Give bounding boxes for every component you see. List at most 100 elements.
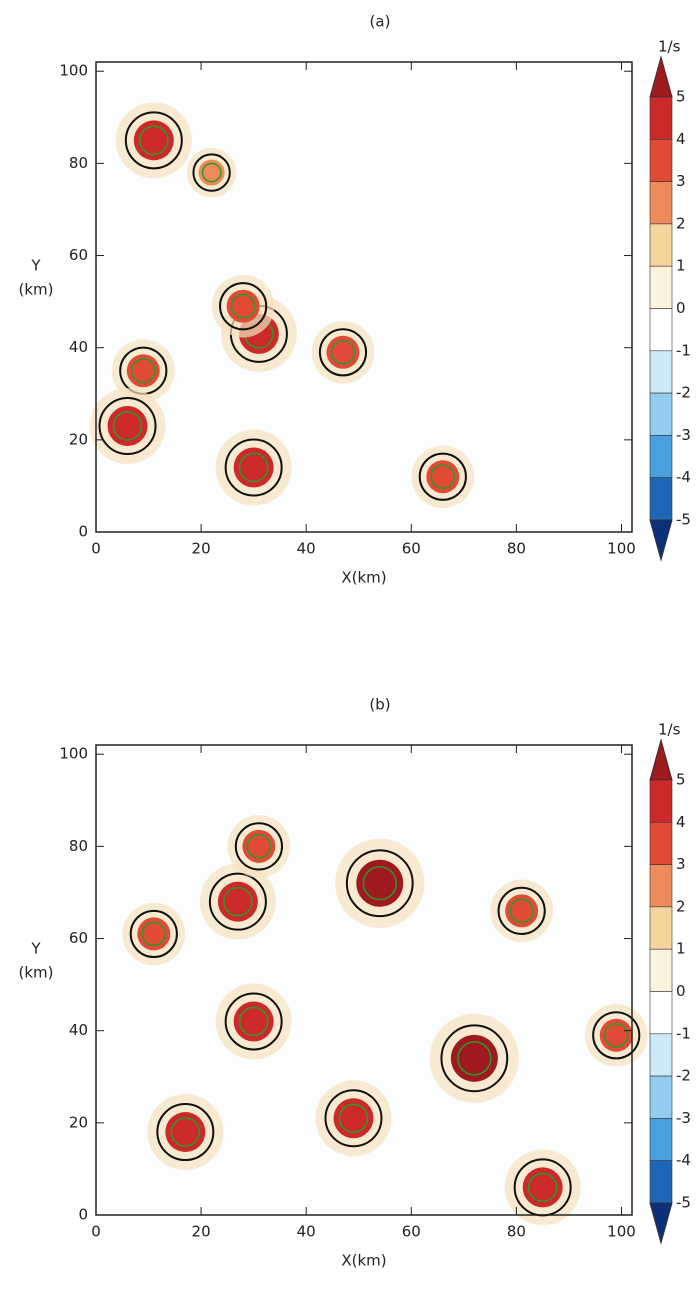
y-axis-label: Y	[30, 257, 41, 275]
core-inner-contour	[509, 898, 534, 924]
y-tick-label: 40	[69, 1021, 88, 1039]
colorbar-label: 1	[676, 257, 686, 275]
core-inner-contour	[223, 886, 253, 917]
colorbar-box	[649, 948, 673, 992]
core-contour	[98, 397, 157, 456]
y-axis-label: (km)	[18, 281, 53, 299]
core-inner-contour	[362, 866, 397, 901]
colorbar-label: -4	[676, 1151, 691, 1169]
x-tick-label: 80	[507, 1223, 526, 1241]
core-inner-contour	[130, 358, 156, 384]
y-tick-label: 80	[69, 837, 88, 855]
colorbar-box	[649, 350, 673, 394]
panel-title: (a)	[370, 13, 391, 31]
core-inner-contour	[141, 921, 167, 947]
vortex-core	[311, 320, 375, 384]
core-contour	[156, 1103, 215, 1162]
plot-frame	[95, 744, 633, 1216]
core-contour	[224, 438, 283, 497]
vortex-core	[504, 1149, 581, 1226]
colorbar-label: -2	[676, 1067, 691, 1085]
colorbar-box	[649, 1033, 673, 1077]
core-inner-contour	[246, 834, 272, 859]
vortex-core	[429, 1013, 520, 1103]
core-inner-contour	[430, 464, 456, 490]
colorbar-label: 3	[676, 172, 686, 190]
colorbar-label: 2	[676, 214, 686, 232]
vortex-core	[215, 429, 292, 506]
vortex-core	[89, 388, 166, 465]
y-tick-label: 20	[69, 430, 88, 448]
y-tick-label: 0	[78, 523, 88, 541]
colorbar-label: 3	[676, 855, 686, 873]
vortex-core	[411, 445, 475, 509]
x-tick-label: 0	[91, 540, 101, 558]
core-contour	[318, 328, 368, 377]
x-tick-label: 40	[297, 540, 316, 558]
core-contour	[234, 822, 284, 871]
core-inner-contour	[338, 1103, 369, 1133]
colorbar-end	[649, 1202, 673, 1245]
core-contour	[224, 992, 283, 1051]
vortex-core	[490, 879, 553, 943]
colorbar-box	[649, 991, 673, 1035]
y-tick-label: 100	[59, 62, 88, 80]
vortex-core	[315, 1080, 392, 1157]
x-tick-label: 60	[402, 540, 421, 558]
colorbar-label: 4	[676, 813, 686, 831]
core-inner-contour	[230, 293, 256, 319]
core-contour	[345, 849, 414, 918]
colorbar-box	[649, 139, 673, 182]
core-contour	[497, 886, 546, 935]
vortex-core	[335, 838, 425, 928]
vortex-core	[211, 274, 275, 338]
vortex-core	[122, 902, 186, 966]
vortex-core	[199, 863, 276, 940]
vortex-core	[227, 815, 291, 878]
colorbar-label: -5	[676, 1194, 691, 1212]
x-axis-label: X(km)	[341, 569, 386, 587]
colorbar-box	[649, 96, 673, 140]
colorbar-label: 0	[676, 982, 686, 1000]
core-inner-contour	[238, 452, 269, 483]
colorbar-label: -1	[676, 341, 691, 359]
colorbar-box	[649, 435, 673, 478]
plot-frame	[95, 61, 633, 533]
y-tick-label: 80	[69, 154, 88, 172]
colorbar-box	[649, 1160, 673, 1204]
core-inner-contour	[112, 411, 143, 441]
colorbar-label: 5	[676, 771, 686, 789]
colorbar-label: 5	[676, 88, 686, 106]
colorbar-label: -5	[676, 511, 691, 529]
colorbar-label: -3	[676, 426, 691, 444]
core-contour	[192, 153, 231, 192]
colorbar-unit: 1/s	[658, 38, 681, 56]
colorbar-end	[649, 738, 673, 781]
colorbar-box	[649, 821, 673, 865]
y-tick-label: 60	[69, 246, 88, 264]
core-inner-contour	[238, 1006, 269, 1037]
core-contour	[440, 1024, 509, 1093]
colorbar-box	[649, 392, 673, 436]
colorbar-label: -2	[676, 384, 691, 402]
y-tick-label: 60	[69, 929, 88, 947]
core-contour	[324, 1089, 383, 1148]
panel-title: (b)	[369, 696, 390, 714]
colorbar-label: 0	[676, 299, 686, 317]
y-axis-label: (km)	[18, 964, 53, 982]
colorbar-box	[649, 779, 673, 823]
y-tick-label: 20	[69, 1113, 88, 1131]
vortex-core	[215, 983, 292, 1060]
core-inner-contour	[170, 1117, 201, 1147]
colorbar-box	[649, 477, 673, 521]
y-tick-label: 100	[59, 745, 88, 763]
x-tick-label: 80	[507, 540, 526, 558]
vortex-core	[115, 102, 192, 179]
core-inner-contour	[139, 125, 169, 156]
vortex-core	[147, 1094, 224, 1171]
core-contour	[219, 282, 268, 331]
core-contour	[129, 909, 178, 959]
x-tick-label: 0	[91, 1223, 101, 1241]
colorbar-label: -4	[676, 468, 691, 486]
